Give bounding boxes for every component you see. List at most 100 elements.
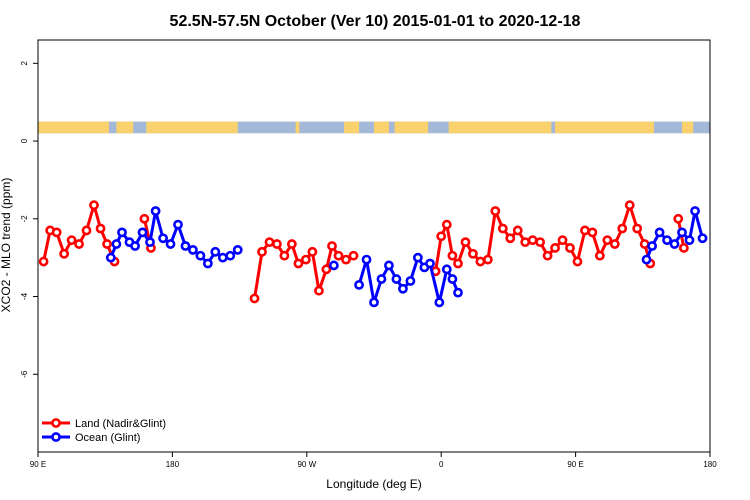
x-tick-label: 180 [166,460,180,469]
land-point [59,248,70,259]
land-point [272,239,282,249]
ocean-point [405,276,416,286]
ocean-point [217,252,228,263]
land-point [527,235,538,246]
x-axis-ticks: 90 E 180 90 W 0 90 E 180 [30,452,717,469]
ocean-point [210,246,221,257]
ocean-point [697,233,708,244]
ocean-point [647,241,658,251]
legend-ocean-marker [51,432,61,442]
land-point [314,285,324,296]
land-point [678,243,689,253]
ocean-point [354,279,364,290]
land-point [447,250,458,261]
legend: Land (Nadir&Glint) Ocean (Glint) [42,418,166,444]
ocean-point [188,244,198,255]
land-point [512,225,523,236]
ocean-point [117,227,127,238]
land-series [38,200,689,304]
x-tick-label: 90 E [30,460,46,469]
ocean-point [684,235,695,246]
ocean-point [654,227,665,238]
land-segment [374,121,389,134]
ocean-point [225,250,236,261]
land-point [321,264,332,275]
ocean-point [425,258,435,269]
ocean-point [361,254,372,265]
land-segment [555,121,654,134]
land-point [520,237,531,248]
y-tick-label: 2 [20,61,29,66]
land-segment [682,121,694,134]
x-tick-label: 90 W [297,460,316,469]
land-point [617,223,628,234]
land-segment [394,121,429,134]
ocean-point [195,250,206,261]
ocean-point [173,219,183,230]
land-sea-strip [38,121,710,134]
land-point [673,213,684,224]
land-point [587,227,598,238]
land-point [333,250,344,261]
land-point [264,237,275,248]
land-point [632,223,643,234]
land-point [307,246,318,257]
y-axis-label: XCO2 - MLO trend (ppm) [0,178,13,313]
ocean-point [677,227,687,238]
ocean-point [391,274,402,284]
y-tick-label: -6 [20,370,29,378]
ocean-point [145,237,155,248]
ocean-point [453,287,463,298]
land-segment [344,121,360,134]
land-point [497,223,508,234]
land-segment [38,121,109,134]
land-point [286,239,297,249]
land-point [580,225,590,236]
plot-series [38,200,708,308]
land-point [257,246,267,257]
land-segment [295,121,300,134]
ocean-point [137,227,148,238]
land-point [535,237,546,248]
ocean-point [328,260,339,271]
ocean-point [105,252,116,263]
land-segment [448,121,552,134]
land-point [468,248,478,259]
ocean-point [434,297,445,308]
land-point [74,239,84,249]
land-point [81,225,92,236]
land-point [300,254,311,265]
land-point [542,250,553,261]
ocean-point [412,252,423,263]
legend-ocean-label: Ocean (Glint) [75,432,140,444]
ocean-point [150,206,161,216]
land-point [475,256,486,267]
ocean-point [376,274,387,284]
land-point [639,239,650,249]
y-tick-label: 0 [20,138,29,143]
land-point [557,235,568,246]
land-point [279,250,290,261]
land-point [602,235,613,246]
y-axis-ticks: 2 0 -2 -4 -6 [20,61,38,378]
land-segment [116,121,134,134]
ocean-point [398,283,408,294]
ocean-point [447,274,458,284]
ocean-point [180,241,191,251]
ocean-point [232,244,243,255]
land-point [453,258,463,269]
ocean-point [662,235,672,246]
ocean-point [690,206,700,216]
land-line [253,240,355,299]
ocean-point [158,233,168,244]
land-point [102,239,112,249]
land-point [51,227,62,238]
ocean-point [669,239,680,249]
ocean-point [384,260,394,271]
x-axis-label: Longitude (deg E) [326,477,421,491]
land-point [609,239,620,249]
ocean-point [202,258,213,269]
land-point [327,241,337,251]
land-point [139,213,150,224]
